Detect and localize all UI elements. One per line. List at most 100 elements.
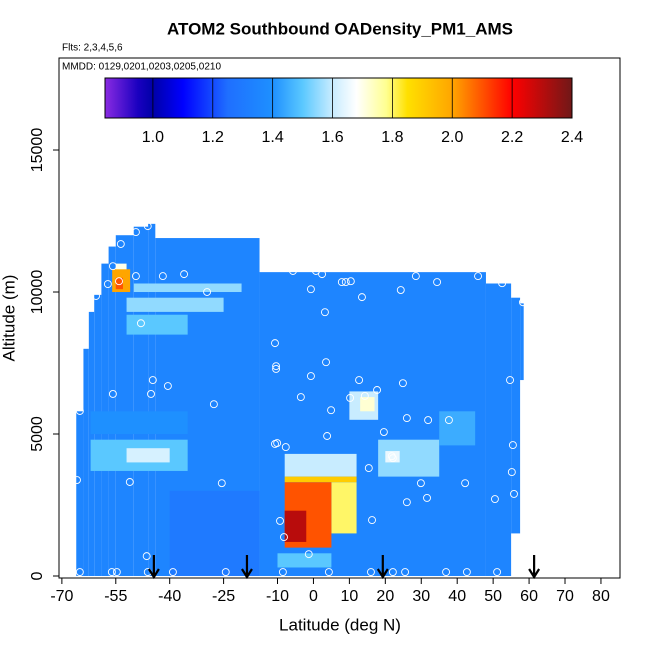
sample-point	[416, 479, 425, 488]
sample-point	[402, 498, 411, 507]
heatmap-cell	[133, 283, 242, 293]
x-axis-label: Latitude (deg N)	[279, 615, 401, 634]
sample-point	[92, 292, 100, 300]
sample-point	[273, 439, 282, 448]
sample-point	[401, 568, 410, 576]
sample-point	[398, 379, 407, 388]
sample-point	[411, 272, 420, 281]
x-tick-label: 40	[448, 588, 466, 605]
sample-point	[168, 568, 177, 576]
sample-point	[388, 454, 397, 463]
heatmap-cell	[511, 297, 521, 534]
colorbar-tick-label: 2.0	[441, 129, 463, 146]
y-axis-label: Altitude (m)	[0, 275, 18, 362]
sample-point	[373, 386, 382, 394]
sample-point	[519, 298, 527, 307]
sample-point	[358, 293, 366, 302]
plot-frame	[58, 57, 621, 579]
heatmap-cell	[94, 294, 102, 577]
sample-point	[281, 443, 290, 452]
sample-point	[272, 365, 281, 373]
sample-point	[108, 390, 117, 398]
sample-point	[209, 400, 218, 409]
sample-point	[115, 277, 123, 286]
sample-point	[322, 358, 330, 367]
sample-point	[112, 568, 121, 576]
sample-point	[272, 362, 281, 371]
x-tick-label: 0	[309, 588, 318, 605]
arrow	[528, 555, 541, 580]
sample-point	[108, 262, 117, 271]
sample-point	[498, 279, 507, 288]
sample-point	[507, 468, 516, 477]
heatmap-cell	[520, 303, 524, 381]
sample-point	[493, 568, 502, 576]
sample-point	[346, 393, 355, 402]
sample-point	[107, 568, 116, 576]
x-tick-label: 70	[556, 588, 574, 605]
heatmap-cell	[76, 411, 84, 577]
heatmap-cell	[284, 510, 307, 542]
x-tick-label: -10	[266, 588, 289, 605]
sample-point	[125, 478, 134, 486]
colorbar-tick-label: 1.4	[262, 129, 284, 146]
sample-point	[306, 285, 315, 294]
sample-point	[142, 552, 151, 561]
sample-point	[508, 441, 517, 450]
sample-point	[387, 452, 396, 461]
x-tick-label: -25	[212, 588, 235, 605]
heatmap-cell	[115, 277, 123, 290]
y-tick-label: 5000	[29, 416, 46, 452]
sample-point	[296, 393, 305, 402]
sample-point	[75, 568, 84, 576]
sample-point	[360, 392, 369, 400]
sample-point	[73, 476, 81, 484]
sample-point	[327, 406, 336, 415]
sample-point	[116, 240, 125, 248]
x-tick-label: 50	[484, 588, 502, 605]
sample-point	[75, 407, 84, 415]
heatmap-cell	[83, 348, 89, 577]
sample-point	[217, 479, 226, 488]
heatmap-cell	[133, 226, 149, 577]
colorbar-tick-label: 1.8	[381, 129, 403, 146]
arrow	[376, 555, 389, 580]
sample-point	[368, 516, 376, 525]
sample-point	[163, 382, 172, 390]
heatmap	[73, 222, 527, 577]
heatmap-cell	[126, 314, 188, 335]
sample-point	[490, 495, 499, 503]
heatmap-cell	[485, 283, 512, 577]
x-tick-label: 80	[592, 588, 610, 605]
colorbar-tick-label: 1.0	[142, 129, 164, 146]
heatmap-cell	[439, 411, 476, 446]
sample-point	[379, 428, 388, 436]
arrow	[241, 555, 253, 580]
sample-point	[462, 568, 471, 576]
y-tick-label: 0	[29, 571, 46, 580]
sample-point	[423, 493, 431, 502]
sample-point	[143, 222, 152, 231]
sample-point	[402, 414, 411, 423]
sample-point	[396, 286, 405, 294]
sample-point	[147, 390, 155, 398]
heatmap-cell	[385, 451, 400, 463]
sample-point	[136, 319, 145, 328]
sample-point	[304, 550, 313, 559]
sample-point	[323, 432, 332, 440]
sample-point	[221, 568, 230, 576]
sample-point	[271, 339, 279, 348]
sample-point	[424, 416, 433, 425]
sample-point	[103, 280, 112, 289]
heatmap-cell	[277, 553, 332, 568]
sample-point	[444, 416, 453, 425]
sample-point	[433, 278, 442, 287]
sample-point	[461, 479, 470, 488]
y-tick-label: 15000	[29, 128, 46, 173]
heatmap-cell	[90, 411, 188, 435]
x-tick-label: 60	[520, 588, 538, 605]
heatmap-cell	[284, 453, 357, 477]
sample-point	[346, 277, 355, 286]
colorbar-tick-label: 2.4	[561, 129, 583, 146]
